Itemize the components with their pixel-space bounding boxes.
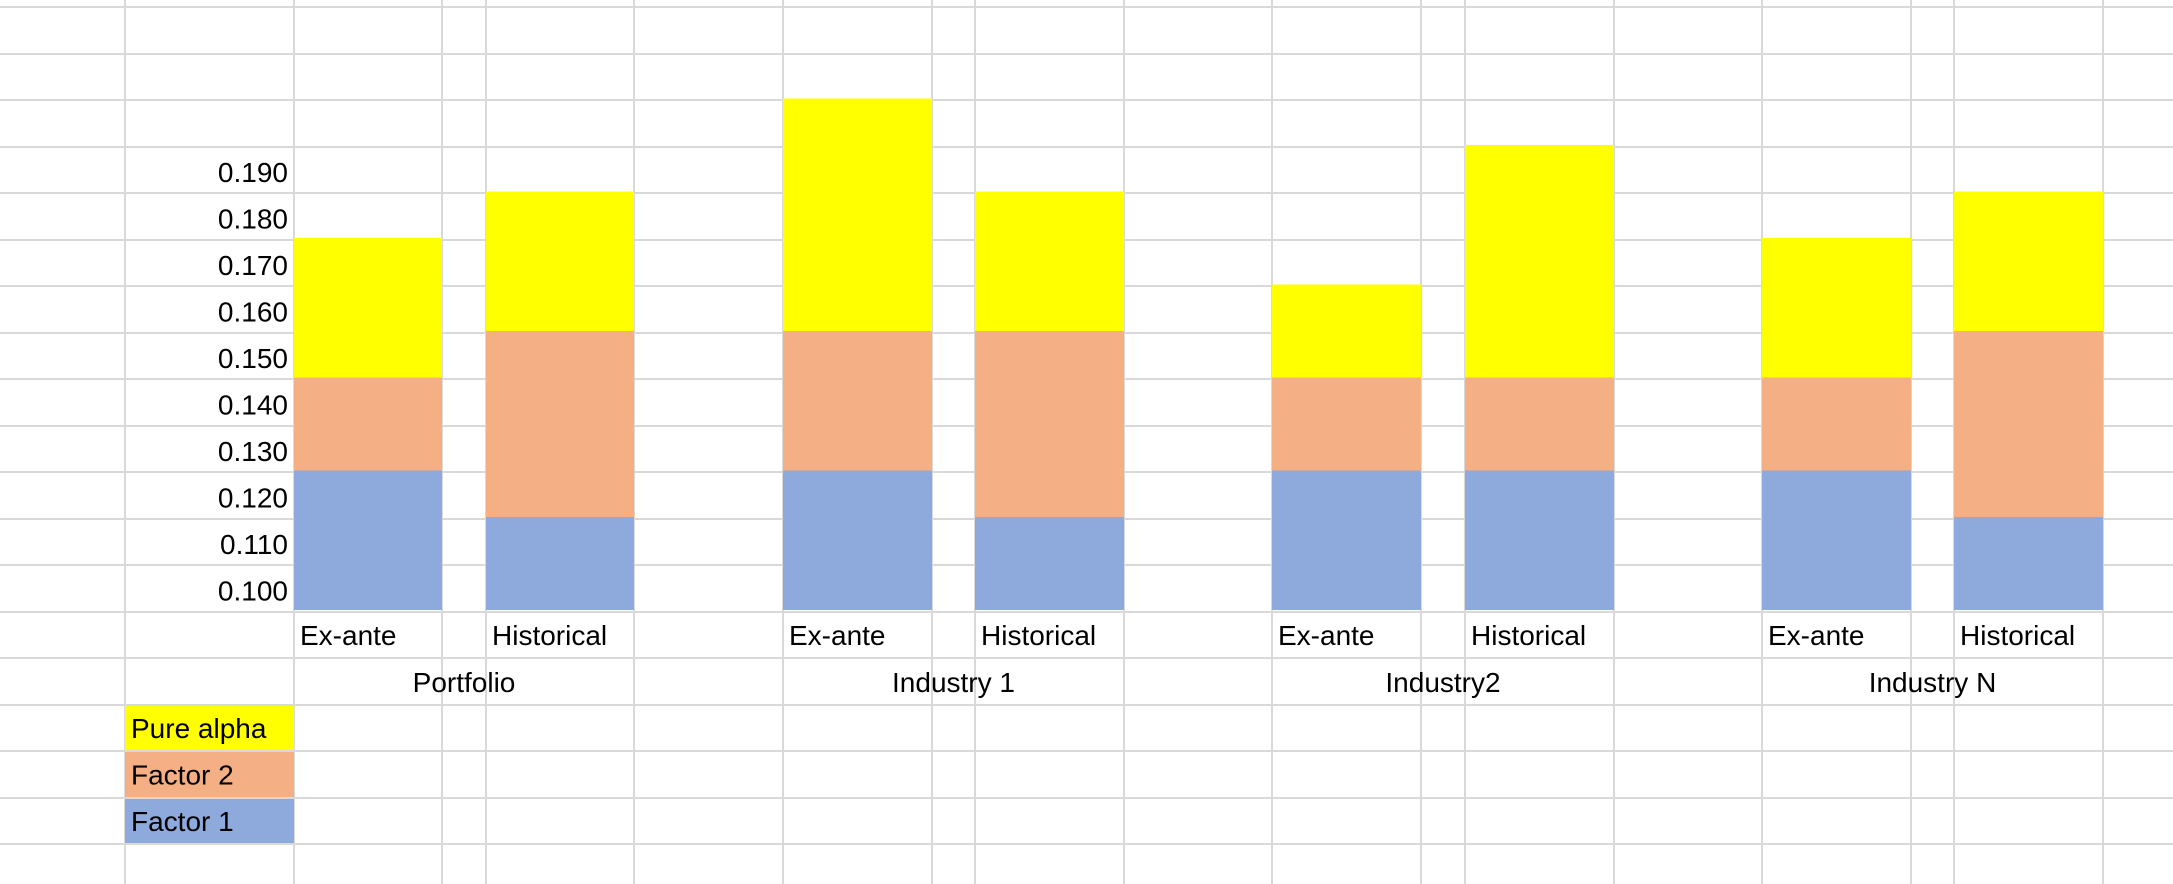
group-label: Industry2 [1385,667,1500,698]
legend-swatch-factor2 [125,752,294,797]
bar-segment-factor2 [1762,377,1911,471]
y-tick-label: 0.190 [218,157,288,188]
legend-label: Pure alpha [131,713,267,744]
y-axis-tick-labels: 0.190 0.180 0.170 0.160 0.150 0.140 0.130 0.120… [218,157,288,607]
bar-segment-factor1 [1272,470,1421,610]
bar-segment-factor1 [1762,470,1911,610]
bar-label: Ex-ante [789,620,886,651]
stacked-bars [294,98,2103,610]
bar-segment-pure-alpha [783,98,932,331]
y-tick-label: 0.140 [218,390,288,421]
group-labels: Portfolio Industry 1 Industry2 Industry N [413,667,1997,698]
legend-label: Factor 1 [131,806,234,837]
bar-segment-factor1 [1465,470,1614,610]
bar-label: Historical [1960,620,2075,651]
legend-swatch-pure-alpha [125,706,294,750]
bar-segment-factor2 [486,331,634,517]
bar-label: Historical [1471,620,1586,651]
bar-segment-factor2 [1272,377,1421,471]
legend: Pure alpha Factor 2 Factor 1 [125,706,294,843]
y-tick-label: 0.100 [218,576,288,607]
bar-segment-factor1 [783,470,932,610]
bar-segment-pure-alpha [1954,191,2103,331]
bar-segment-pure-alpha [1762,238,1911,378]
bar-segment-pure-alpha [975,191,1124,331]
group-label: Industry 1 [892,667,1015,698]
bar-label: Ex-ante [1278,620,1375,651]
bar-label: Historical [492,620,607,651]
bar-segment-factor1 [1954,517,2103,610]
bar-segment-pure-alpha [1465,145,1614,378]
bar-segment-factor2 [294,377,442,471]
group-label: Industry N [1869,667,1997,698]
bar-labels: Ex-ante Historical Ex-ante Historical Ex-ant… [300,620,2075,651]
bar-label: Ex-ante [300,620,397,651]
legend-swatch-factor1 [125,799,294,843]
bar-segment-factor1 [486,517,634,610]
bar-segment-pure-alpha [486,191,634,331]
y-tick-label: 0.180 [218,204,288,235]
bar-label: Historical [981,620,1096,651]
group-label: Portfolio [413,667,516,698]
bar-segment-factor2 [975,331,1124,517]
bar-segment-factor2 [1954,331,2103,517]
legend-label: Factor 2 [131,760,234,791]
y-tick-label: 0.120 [218,483,288,514]
bar-label: Ex-ante [1768,620,1865,651]
y-tick-label: 0.170 [218,250,288,281]
bar-segment-pure-alpha [294,238,442,378]
y-tick-label: 0.150 [218,343,288,374]
bar-segment-factor1 [975,517,1124,610]
y-tick-label: 0.130 [218,436,288,467]
bar-segment-factor1 [294,470,442,610]
bar-segment-pure-alpha [1272,284,1421,378]
y-tick-label: 0.110 [220,529,288,560]
bar-segment-factor2 [1465,377,1614,471]
y-tick-label: 0.160 [218,297,288,328]
bar-segment-factor2 [783,331,932,471]
